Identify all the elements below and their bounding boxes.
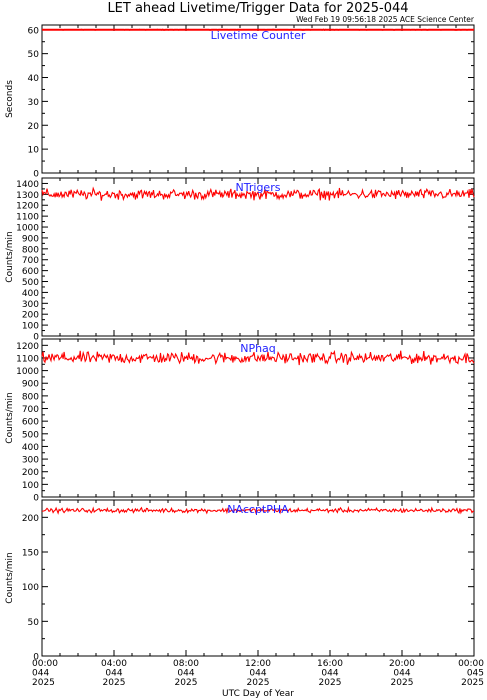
panel-4-label: NAccptPHA [227, 503, 289, 516]
y-tick-label: 50 [28, 50, 40, 60]
x-axis-label: UTC Day of Year [222, 689, 294, 699]
panel-3-label: NPhaq [240, 342, 276, 355]
y-tick-label: 60 [28, 26, 40, 36]
y-tick-label: 1200 [16, 342, 39, 352]
panel-1-y-axis-label: Seconds [5, 80, 15, 118]
y-tick-label: 1100 [16, 213, 39, 223]
x-tick-year: 2025 [391, 678, 414, 688]
y-tick-label: 1400 [16, 180, 39, 190]
x-tick-day: 044 [249, 669, 266, 679]
x-tick-day: 044 [321, 669, 338, 679]
x-tick-year: 2025 [175, 678, 198, 688]
x-tick-time: 00:00 [458, 659, 484, 669]
y-tick-label: 900 [22, 380, 39, 390]
y-tick-label: 0 [33, 653, 39, 663]
x-tick-time: 12:00 [245, 659, 271, 669]
y-tick-label: 500 [22, 278, 39, 288]
y-tick-label: 500 [22, 430, 39, 440]
y-tick-label: 100 [22, 583, 39, 593]
x-tick-year: 2025 [103, 678, 126, 688]
y-tick-label: 10 [28, 146, 40, 156]
x-tick-day: 045 [467, 669, 484, 679]
panel-4-y-axis-label: Counts/min [5, 552, 15, 603]
x-tick-time: 08:00 [173, 659, 199, 669]
y-tick-label: 800 [22, 392, 39, 402]
x-tick-year: 2025 [247, 678, 270, 688]
x-tick-year: 2025 [319, 678, 342, 688]
panel-2-y-axis-label: Counts/min [5, 231, 15, 282]
x-tick-time: 04:00 [101, 659, 127, 669]
y-tick-label: 600 [22, 267, 39, 277]
panel-3-series-line [41, 349, 475, 366]
x-tick-day: 044 [32, 669, 49, 679]
y-tick-label: 20 [28, 122, 40, 132]
x-tick-year: 2025 [32, 678, 55, 688]
x-tick-day: 044 [393, 669, 410, 679]
y-tick-label: 900 [22, 234, 39, 244]
x-tick-day: 044 [105, 669, 122, 679]
panel-1-label: Livetime Counter [211, 29, 306, 42]
y-tick-label: 30 [28, 98, 40, 108]
timestamp-label: Wed Feb 19 09:56:18 2025 ACE Science Cen… [296, 15, 475, 24]
y-tick-label: 100 [22, 481, 39, 491]
y-tick-label: 700 [22, 256, 39, 266]
y-tick-label: 200 [22, 468, 39, 478]
panel-2-series-line [41, 186, 475, 202]
chart-title: LET ahead Livetime/Trigger Data for 2025… [107, 1, 408, 16]
y-tick-label: 800 [22, 245, 39, 255]
x-tick-year: 2025 [461, 678, 484, 688]
y-tick-label: 600 [22, 418, 39, 428]
y-tick-label: 400 [22, 289, 39, 299]
x-tick-day: 044 [177, 669, 194, 679]
y-tick-label: 200 [22, 514, 39, 524]
y-tick-label: 1100 [16, 354, 39, 364]
x-tick-time: 00:00 [32, 659, 58, 669]
y-tick-label: 200 [22, 311, 39, 321]
y-tick-label: 1300 [16, 191, 39, 201]
panel-2-label: NTrigers [236, 181, 281, 194]
panel-4-series-line [41, 505, 475, 515]
y-tick-label: 400 [22, 443, 39, 453]
y-tick-label: 0 [33, 170, 39, 180]
y-tick-label: 0 [33, 494, 39, 504]
panel-3-y-axis-label: Counts/min [5, 392, 15, 443]
x-tick-time: 20:00 [389, 659, 415, 669]
y-tick-label: 1000 [16, 367, 39, 377]
y-tick-label: 0 [33, 333, 39, 343]
y-tick-label: 300 [22, 456, 39, 466]
y-tick-label: 100 [22, 322, 39, 332]
y-tick-label: 300 [22, 300, 39, 310]
x-tick-time: 16:00 [317, 659, 343, 669]
y-tick-label: 700 [22, 405, 39, 415]
y-tick-label: 40 [28, 74, 40, 84]
y-tick-label: 1200 [16, 202, 39, 212]
y-tick-label: 150 [22, 549, 39, 559]
y-tick-label: 1000 [16, 224, 39, 234]
y-tick-label: 50 [28, 618, 40, 628]
